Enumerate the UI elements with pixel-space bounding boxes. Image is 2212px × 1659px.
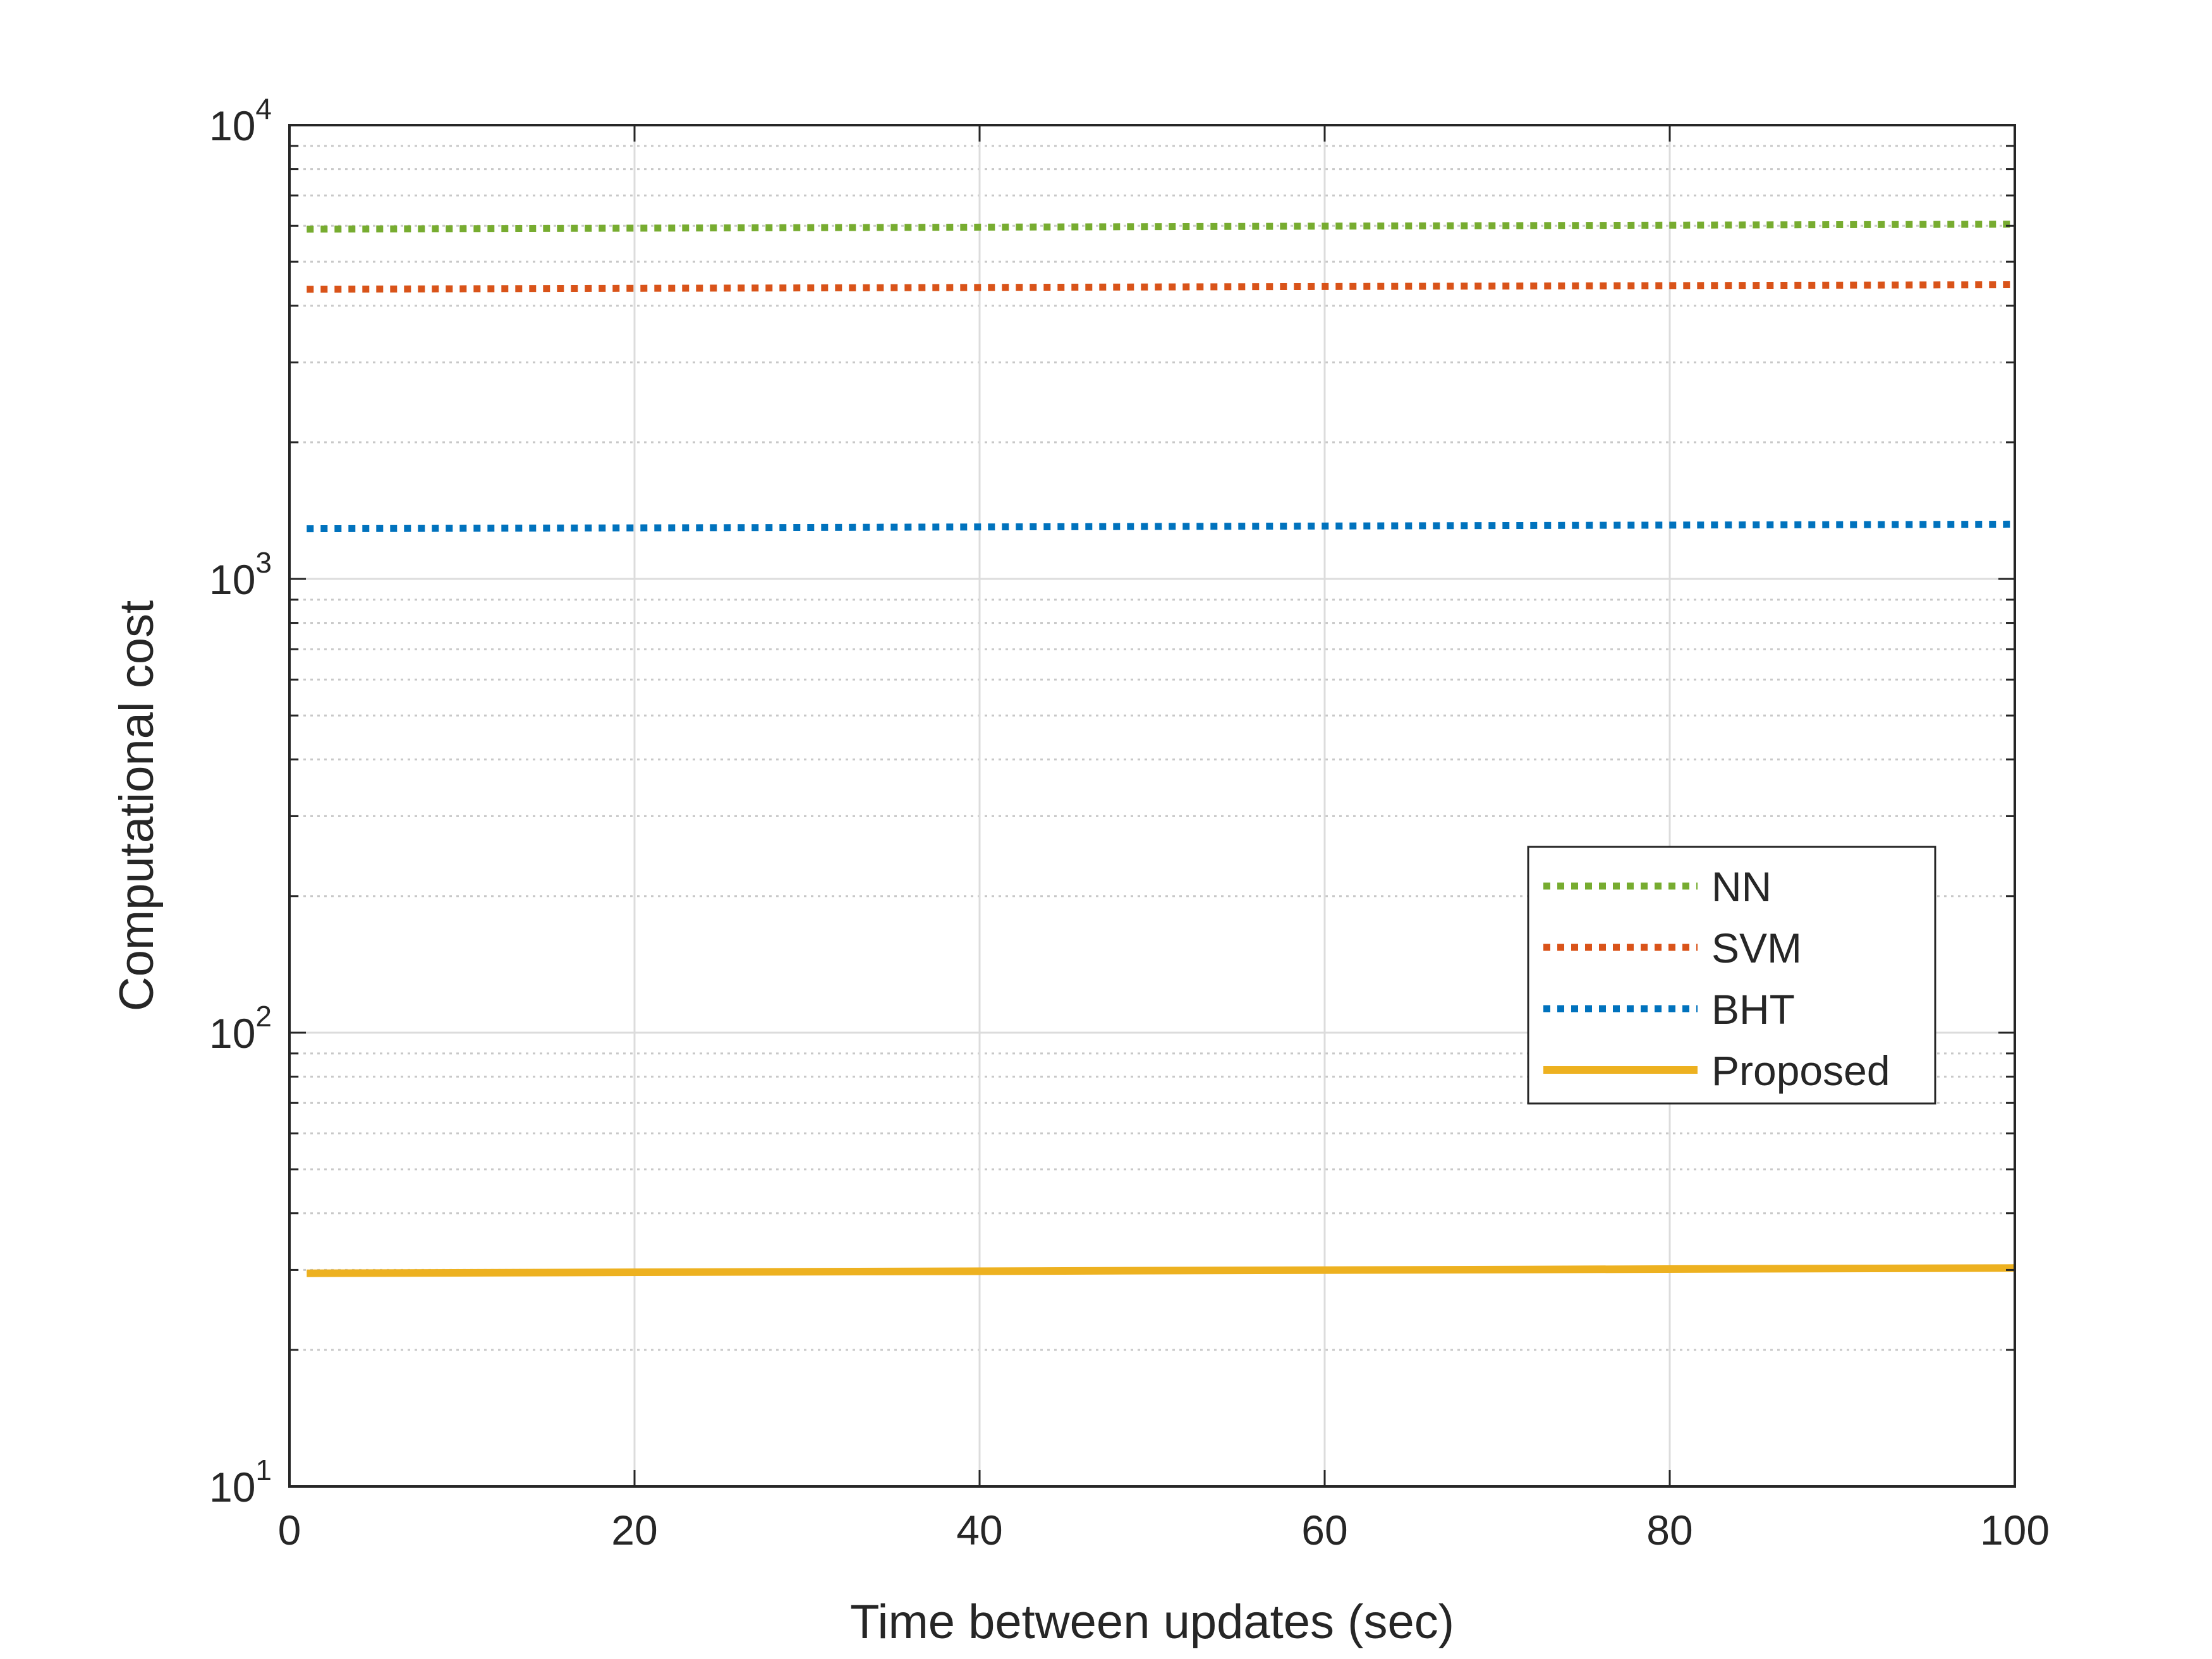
legend-label-proposed: Proposed: [1711, 1047, 1890, 1094]
axes-layer: [288, 124, 2016, 1488]
series-layer: [307, 221, 2015, 1277]
series-line-nn: [307, 221, 2015, 233]
legend-box: [1527, 846, 1936, 1105]
plot-area: [289, 125, 2015, 1486]
legend-label-nn: NN: [1711, 863, 1771, 910]
y-tick-label: 104: [209, 92, 272, 149]
y-axis-title: Computational cost: [110, 600, 164, 1012]
plot-frame: [288, 124, 2016, 1488]
series-line-proposed: [307, 1264, 2015, 1277]
series-line-bht: [307, 520, 2015, 533]
legend-label-svm: SVM: [1711, 925, 1802, 971]
y-tick-label: 102: [209, 1000, 272, 1057]
y-tick-label: 101: [209, 1454, 272, 1510]
x-tick-label: 100: [1980, 1507, 2050, 1553]
x-tick-label: 20: [611, 1507, 657, 1553]
legend: NN SVM BHT Proposed: [1527, 846, 1936, 1105]
x-tick-label: 40: [956, 1507, 1002, 1553]
series-line-svm: [307, 281, 2015, 293]
legend-label-bht: BHT: [1711, 986, 1795, 1033]
x-tick-label: 0: [278, 1507, 301, 1553]
x-tick-label: 80: [1646, 1507, 1692, 1553]
x-axis-title: Time between updates (sec): [850, 1595, 1454, 1649]
labels-layer: 101 102 103 104 0 20 40 60 80 100 Time between upd…: [110, 92, 2050, 1649]
x-tick-label: 60: [1301, 1507, 1347, 1553]
y-tick-label: 103: [209, 546, 272, 603]
